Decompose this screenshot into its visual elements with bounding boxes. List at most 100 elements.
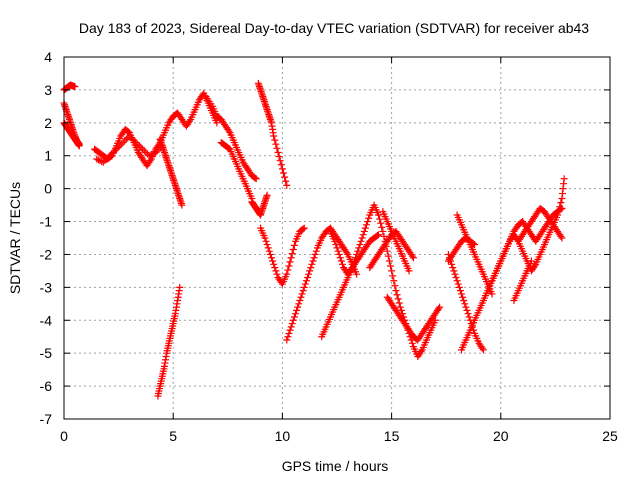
plot-frame: [63, 56, 611, 420]
data-point: [289, 316, 297, 324]
data-point: [263, 191, 271, 199]
data-point: [464, 310, 472, 318]
y-tick-label: 1: [44, 148, 52, 164]
data-point: [288, 320, 296, 328]
data-point: [391, 282, 399, 290]
y-tick-label: -5: [40, 345, 53, 361]
data-point: [343, 249, 351, 257]
data-point: [261, 234, 269, 242]
data-point: [312, 247, 320, 255]
y-tick-label: -1: [40, 214, 53, 230]
data-point: [307, 264, 315, 272]
series-trace-5: [93, 132, 166, 166]
x-tick-label: 0: [60, 428, 68, 444]
data-point: [271, 136, 279, 144]
x-tick-label: 25: [602, 428, 618, 444]
data-point: [463, 306, 471, 314]
data-point: [300, 283, 308, 291]
data-point: [296, 297, 304, 305]
data-point: [417, 348, 425, 356]
data-point: [284, 333, 292, 341]
data-point: [289, 246, 297, 254]
data-point: [335, 250, 343, 258]
data-point: [465, 313, 473, 321]
data-point: [488, 290, 496, 298]
data-point: [272, 140, 280, 148]
data-point: [301, 280, 309, 288]
data-point: [116, 142, 124, 150]
data-point: [348, 264, 356, 272]
data-point: [283, 336, 291, 344]
y-tick-label: 3: [44, 82, 52, 98]
data-point: [252, 175, 260, 183]
data-point: [353, 270, 361, 278]
data-point: [186, 117, 194, 125]
data-point: [269, 257, 277, 265]
data-point: [558, 234, 566, 242]
data-point: [271, 264, 279, 272]
data-point: [94, 156, 102, 164]
data-point: [479, 346, 487, 354]
y-tick-label: 4: [44, 49, 52, 65]
data-point: [139, 145, 147, 153]
data-point: [297, 293, 305, 301]
data-point: [556, 203, 564, 211]
data-point: [373, 232, 381, 240]
y-tick-label: 2: [44, 115, 52, 131]
data-point: [285, 262, 293, 270]
series-trace-12: [257, 224, 308, 288]
data-point: [148, 150, 156, 158]
data-point: [337, 257, 345, 265]
data-point: [461, 300, 469, 308]
data-point: [283, 270, 291, 278]
x-tick-label: 10: [275, 428, 291, 444]
data-point: [251, 174, 259, 182]
data-point: [377, 219, 385, 227]
data-point: [275, 153, 283, 161]
data-point: [383, 247, 391, 255]
data-point: [103, 155, 111, 163]
data-point: [276, 157, 284, 165]
data-point: [140, 147, 148, 155]
data-point: [395, 299, 403, 307]
data-point: [265, 247, 273, 255]
data-point: [108, 150, 116, 158]
data-point: [299, 225, 307, 233]
data-point: [362, 221, 370, 229]
data-point: [99, 158, 107, 166]
y-tick-label: 0: [44, 181, 52, 197]
data-point: [274, 148, 282, 156]
x-tick-label: 20: [493, 428, 509, 444]
data-point: [147, 151, 155, 159]
data-point: [457, 290, 465, 298]
series-trace-17: [383, 293, 444, 344]
data-point: [142, 148, 150, 156]
data-point: [456, 287, 464, 295]
data-point: [130, 137, 138, 145]
data-point: [306, 267, 314, 275]
data-point: [331, 237, 339, 245]
data-point: [290, 313, 298, 321]
data-point: [129, 135, 137, 143]
data-point: [336, 254, 344, 262]
data-point: [435, 305, 443, 313]
data-point: [293, 306, 301, 314]
series-trace-10: [248, 191, 271, 219]
data-point: [396, 303, 404, 311]
data-point: [284, 266, 292, 274]
data-point: [267, 254, 275, 262]
data-point: [176, 283, 184, 291]
data-point: [126, 132, 134, 140]
data-point: [352, 254, 360, 262]
data-point: [300, 224, 308, 232]
x-tick-label: 15: [384, 428, 400, 444]
data-point: [290, 241, 298, 249]
data-point: [111, 147, 119, 155]
data-point: [353, 250, 361, 258]
data-point: [408, 252, 416, 260]
series-trace-16: [366, 227, 417, 272]
data-point: [380, 232, 388, 240]
data-point: [409, 254, 417, 262]
data-point: [452, 273, 460, 281]
